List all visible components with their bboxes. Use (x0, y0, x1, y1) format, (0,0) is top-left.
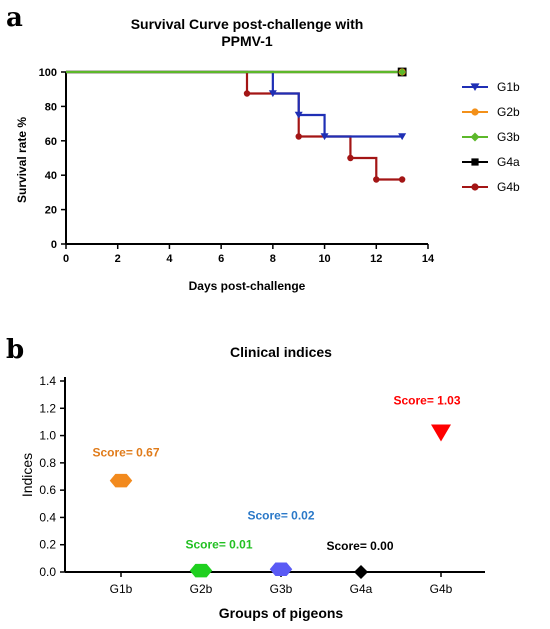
point-g2b (189, 563, 213, 578)
legend-marker-g4b (471, 183, 479, 191)
legend-marker-g3b (470, 132, 480, 142)
survival-chart: Survival Curve post-challenge with PPMV-… (15, 16, 520, 293)
chart-a-x-tick-label: 8 (270, 253, 276, 265)
chart-a-title-line1: Survival Curve post-challenge with (131, 16, 364, 32)
chart-a-xlabel: Days post-challenge (189, 279, 306, 293)
chart-a-y-tick-label: 80 (45, 101, 57, 113)
chart-a-y-tick-label: 40 (45, 170, 57, 182)
legend-marker-g4a (471, 158, 479, 166)
chart-a-x-tick-label: 2 (115, 253, 121, 265)
legend-label-g4b: G4b (497, 180, 520, 194)
chart-b-title: Clinical indices (230, 344, 332, 360)
point-g4b (347, 154, 354, 162)
score-label-g3b: Score= 0.02 (247, 508, 314, 522)
point-g4b (295, 133, 302, 140)
score-label-g4a: Score= 0.00 (326, 539, 393, 553)
point-g4b (243, 90, 251, 97)
legend-label-g1b: G1b (497, 80, 520, 94)
score-label-g1b: Score= 0.67 (92, 446, 159, 460)
chart-b-y-tick-label: 0.8 (39, 456, 56, 470)
chart-b-y-tick-label: 1.4 (39, 374, 56, 388)
chart-a-y-tick-label: 20 (45, 205, 57, 217)
chart-a-x-tick-label: 6 (218, 253, 224, 265)
series-line-g4b (66, 70, 403, 181)
chart-a-x-tick-label: 10 (318, 253, 330, 265)
chart-a-x-tick-label: 12 (370, 253, 382, 265)
score-label-g4b: Score= 1.03 (393, 393, 460, 407)
legend-marker-g2b (471, 108, 479, 116)
point-g3b (398, 68, 406, 76)
chart-b-x-tick-label: G2b (190, 582, 213, 596)
panel-a-label: a (6, 3, 23, 33)
chart-b-y-tick-label: 1.0 (39, 429, 56, 443)
legend-label-g3b: G3b (497, 130, 520, 144)
point-g1b (320, 133, 329, 141)
chart-a-x-tick-label: 4 (166, 253, 173, 265)
point-g1b (294, 111, 303, 119)
score-label-g2b: Score= 0.01 (185, 538, 252, 552)
chart-a-x-tick-label: 14 (422, 253, 435, 265)
panel-b-label: b (6, 335, 24, 365)
chart-a-y-tick-label: 100 (39, 67, 57, 79)
point-g4b (398, 176, 406, 183)
point-g4b (431, 424, 451, 442)
point-g4b (373, 176, 380, 183)
chart-a-y-tick-label: 60 (45, 136, 57, 148)
chart-b-y-tick-label: 0.2 (39, 538, 56, 552)
chart-b-y-tick-label: 0.0 (39, 565, 56, 579)
legend-label-g4a: G4a (497, 155, 520, 169)
chart-b-y-tick-label: 0.4 (39, 510, 56, 524)
chart-a-y-tick-label: 0 (51, 239, 57, 251)
chart-b-x-tick-label: G1b (110, 582, 133, 596)
chart-a-x-tick-label: 0 (63, 253, 69, 265)
chart-b-y-tick-label: 1.2 (39, 401, 56, 415)
chart-b-xlabel: Groups of pigeons (219, 605, 344, 621)
point-g1b (398, 133, 407, 141)
chart-b-y-tick-label: 0.6 (39, 483, 56, 497)
chart-b-x-tick-label: G4b (430, 582, 453, 596)
chart-b-x-tick-label: G4a (350, 582, 373, 596)
chart-b-ylabel: Indices (19, 453, 35, 497)
clinical-indices-chart: Clinical indices Indices Groups of pigeo… (19, 344, 485, 621)
point-g3b (269, 562, 293, 577)
legend-label-g2b: G2b (497, 105, 520, 119)
series-line-g1b (66, 70, 403, 138)
legend-marker-g1b (470, 83, 480, 92)
point-g4a (354, 565, 368, 579)
chart-a-ylabel: Survival rate % (15, 117, 29, 203)
chart-b-x-tick-label: G3b (270, 582, 293, 596)
chart-a-title-line2: PPMV-1 (221, 33, 273, 49)
point-g1b (109, 473, 133, 488)
point-g1b (268, 90, 277, 98)
